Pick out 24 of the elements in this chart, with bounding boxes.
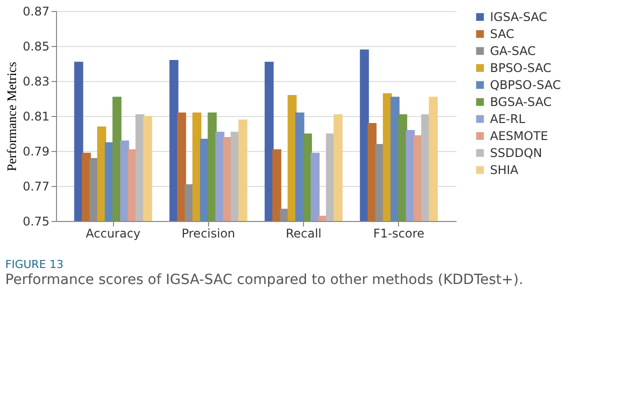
- y-tick-label: 0.85: [22, 40, 50, 54]
- legend-label: BPSO-SAC: [490, 61, 552, 75]
- y-tick-label: 0.81: [22, 110, 50, 124]
- x-tick-label: Recall: [286, 226, 322, 240]
- legend-label: AESMOTE: [490, 129, 548, 143]
- legend-label: SHIA: [490, 163, 520, 177]
- y-tick-label: 0.77: [22, 180, 50, 194]
- y-tick-label: 0.79: [22, 144, 50, 158]
- y-tick-label: 0.83: [22, 74, 50, 88]
- x-tick-label: Precision: [182, 226, 236, 240]
- y-tick-label: 0.87: [22, 4, 50, 18]
- caption: FIGURE 13: [5, 258, 64, 271]
- legend-label: GA-SAC: [490, 44, 536, 58]
- legend-label: SAC: [490, 27, 514, 41]
- text: Performance scores of IGSA-SAC compared to other methods (KDDTest+).: [5, 272, 524, 288]
- legend-label: QBPSO-SAC: [490, 78, 561, 92]
- legend-label: IGSA-SAC: [490, 10, 548, 24]
- y-axis-title: Performance Metrics: [4, 62, 19, 172]
- legend-label: SSDDQN: [490, 146, 542, 160]
- legend-label: AE-RL: [490, 112, 526, 126]
- x-tick-label: F1-score: [373, 226, 424, 240]
- x-tick-label: Accuracy: [86, 226, 141, 240]
- y-tick-label: 0.75: [22, 214, 50, 228]
- legend-label: BGSA-SAC: [490, 95, 552, 109]
